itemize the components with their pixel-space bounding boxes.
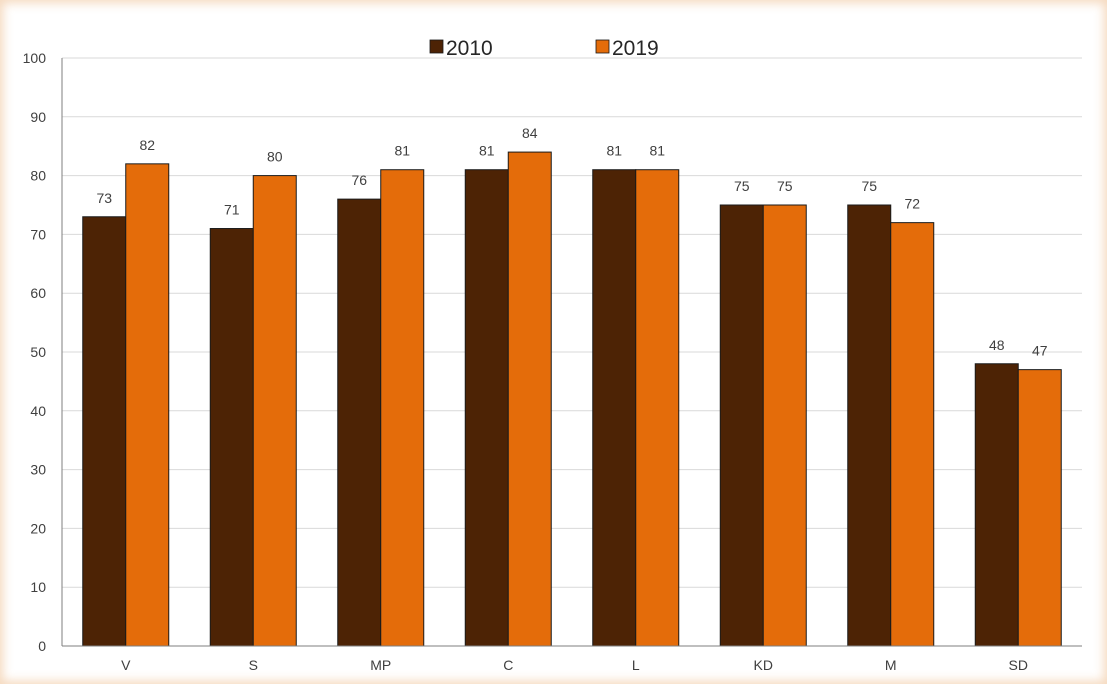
y-tick-label: 30 <box>30 462 46 478</box>
legend: 2010 2019 <box>429 37 659 60</box>
bar-2019 <box>125 163 170 647</box>
bar-2019 <box>507 151 552 647</box>
data-label-2019: 84 <box>522 125 538 141</box>
data-label-2019: 80 <box>267 149 283 165</box>
y-tick-label: 100 <box>23 50 47 66</box>
bar-2010 <box>719 204 764 647</box>
y-tick-label: 40 <box>30 403 46 419</box>
bar-2019 <box>252 175 297 647</box>
data-label-2010: 75 <box>734 178 750 194</box>
data-label-2019: 47 <box>1032 343 1048 359</box>
data-label-2019: 82 <box>139 137 155 153</box>
x-tick-label: L <box>632 657 640 673</box>
y-tick-label: 0 <box>38 638 46 654</box>
bar-2019 <box>1017 369 1062 647</box>
x-tick-label: V <box>121 657 131 673</box>
bar-2010 <box>592 169 637 647</box>
y-tick-label: 60 <box>30 285 46 301</box>
axes: 0 10 20 30 40 50 60 70 80 90 100 V S MP C L KD M SD <box>23 50 1082 673</box>
data-label-2010: 76 <box>351 172 367 188</box>
data-labels: 73 82 71 80 76 81 81 84 81 81 75 75 75 72 48 47 <box>96 125 1047 359</box>
bar-2019 <box>762 204 807 647</box>
bar-2010 <box>847 204 892 647</box>
y-tick-label: 10 <box>30 579 46 595</box>
legend-swatch-2019 <box>595 39 610 54</box>
data-label-2010: 81 <box>479 143 495 159</box>
bar-2010 <box>337 198 382 647</box>
data-label-2019: 81 <box>649 143 665 159</box>
bar-2019 <box>380 169 425 647</box>
x-tick-label: S <box>249 657 258 673</box>
bar-2019 <box>890 222 935 647</box>
x-tick-label: M <box>885 657 897 673</box>
y-tick-label: 70 <box>30 226 46 242</box>
y-tick-label: 80 <box>30 168 46 184</box>
y-tick-label: 20 <box>30 520 46 536</box>
bar-2010 <box>209 228 254 647</box>
x-tick-label: MP <box>370 657 391 673</box>
bar-2010 <box>974 363 1019 647</box>
data-label-2010: 73 <box>96 190 112 206</box>
data-label-2010: 81 <box>606 143 622 159</box>
legend-label-2010: 2010 <box>446 37 493 60</box>
bar-2019 <box>635 169 680 647</box>
data-label-2010: 75 <box>861 178 877 194</box>
x-tick-label: KD <box>754 657 773 673</box>
bar-2010 <box>464 169 509 647</box>
bars <box>82 151 1062 647</box>
legend-swatch-2010 <box>429 39 444 54</box>
x-tick-label: SD <box>1009 657 1028 673</box>
data-label-2010: 71 <box>224 202 240 218</box>
y-tick-label: 50 <box>30 344 46 360</box>
data-label-2019: 81 <box>394 143 410 159</box>
y-tick-label: 90 <box>30 109 46 125</box>
x-tick-label: C <box>503 657 513 673</box>
bar-2010 <box>82 216 127 647</box>
data-label-2019: 75 <box>777 178 793 194</box>
data-label-2019: 72 <box>904 196 920 212</box>
data-label-2010: 48 <box>989 337 1005 353</box>
legend-label-2019: 2019 <box>612 37 659 60</box>
